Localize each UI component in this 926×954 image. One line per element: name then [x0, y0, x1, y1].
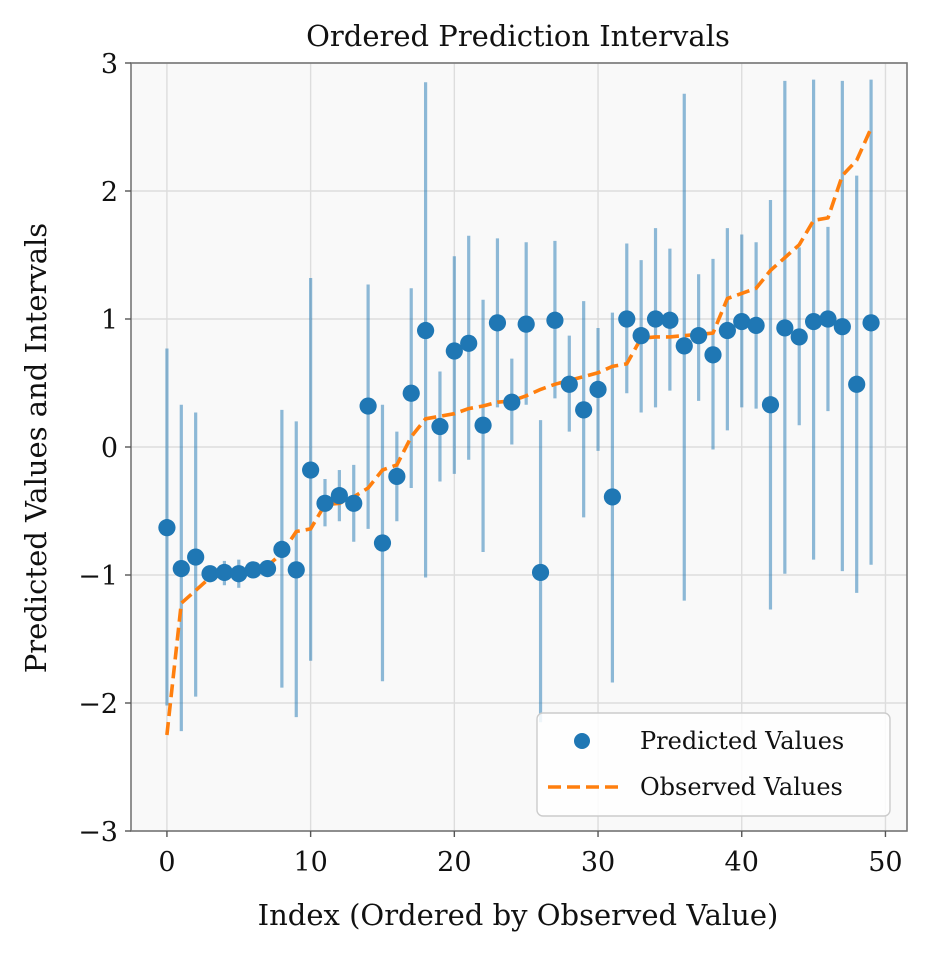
y-tick-label: −1: [78, 561, 118, 592]
predicted-value-point: [244, 561, 262, 579]
predicted-value-point: [761, 396, 780, 414]
predicted-values-points: [158, 310, 880, 583]
predicted-value-point: [373, 534, 392, 552]
predicted-value-point: [330, 487, 348, 505]
predicted-value-point: [603, 488, 622, 506]
predicted-value-point: [431, 417, 449, 436]
legend-marker-predicted: [574, 733, 590, 749]
x-tick-label: 20: [437, 847, 471, 878]
predicted-value-point: [359, 397, 377, 415]
y-tick-label: −2: [78, 689, 118, 720]
predicted-value-point: [804, 312, 823, 331]
predicted-value-point: [488, 314, 507, 332]
predicted-value-point: [402, 384, 420, 402]
predicted-value-point: [345, 494, 363, 512]
predicted-value-point: [704, 346, 722, 364]
predicted-value-point: [575, 401, 593, 419]
predicted-value-point: [503, 393, 521, 411]
predicted-value-point: [733, 312, 751, 331]
x-tick-label: 0: [158, 847, 175, 878]
predicted-value-point: [790, 328, 808, 346]
x-tick-label: 50: [868, 847, 902, 878]
predicted-value-point: [215, 563, 234, 582]
predicted-value-point: [388, 467, 406, 486]
predicted-value-point: [589, 380, 607, 398]
y-tick-label: −3: [78, 817, 118, 848]
predicted-value-point: [718, 321, 736, 340]
predicted-value-point: [690, 327, 708, 345]
predicted-value-point: [258, 560, 277, 578]
predicted-value-point: [675, 337, 693, 355]
y-tick-label: 3: [101, 49, 118, 80]
predicted-value-point: [187, 548, 205, 566]
x-tick-label: 30: [581, 847, 615, 878]
predicted-value-point: [158, 519, 176, 537]
y-tick-label: 0: [101, 433, 118, 464]
predicted-value-point: [172, 560, 190, 578]
axis-ticks: 0 10 20 30 40 50 −3 −2 −1 0 1 2 3: [78, 49, 902, 878]
predicted-value-point: [776, 319, 794, 337]
predicted-value-point: [618, 310, 636, 328]
legend-box: [536, 712, 891, 817]
predicted-value-point: [546, 311, 564, 329]
predicted-value-point: [848, 375, 866, 393]
predicted-value-point: [273, 540, 291, 559]
x-tick-label: 40: [725, 847, 759, 878]
x-tick-label: 10: [293, 847, 327, 878]
predicted-value-point: [445, 342, 463, 360]
predicted-value-point: [416, 321, 435, 340]
predicted-value-point: [230, 565, 248, 583]
predicted-value-point: [833, 318, 851, 336]
predicted-value-point: [287, 561, 305, 579]
predicted-value-point: [747, 316, 765, 334]
predicted-value-point: [517, 315, 535, 333]
predicted-value-point: [560, 375, 578, 393]
predicted-value-point: [646, 310, 665, 328]
predicted-value-point: [819, 310, 837, 328]
predicted-value-point: [302, 461, 320, 479]
predicted-value-point: [474, 416, 492, 434]
x-axis-label: Index (Ordered by Observed Value): [258, 898, 779, 932]
predicted-value-point: [632, 327, 650, 345]
y-tick-label: 1: [101, 305, 118, 336]
chart-title: Ordered Prediction Intervals: [306, 19, 730, 53]
predicted-value-point: [201, 565, 219, 583]
legend-label-observed: Observed Values: [640, 773, 843, 801]
predicted-value-point: [661, 311, 679, 329]
y-tick-label: 2: [101, 177, 118, 208]
predicted-value-point: [862, 314, 880, 332]
predicted-value-point: [460, 334, 478, 352]
predicted-value-point: [316, 494, 334, 512]
predicted-value-point: [531, 563, 550, 582]
legend-label-predicted: Predicted Values: [640, 727, 844, 755]
y-axis-label: Predicted Values and Intervals: [19, 223, 53, 673]
legend: Predicted Values Observed Values: [536, 712, 891, 817]
